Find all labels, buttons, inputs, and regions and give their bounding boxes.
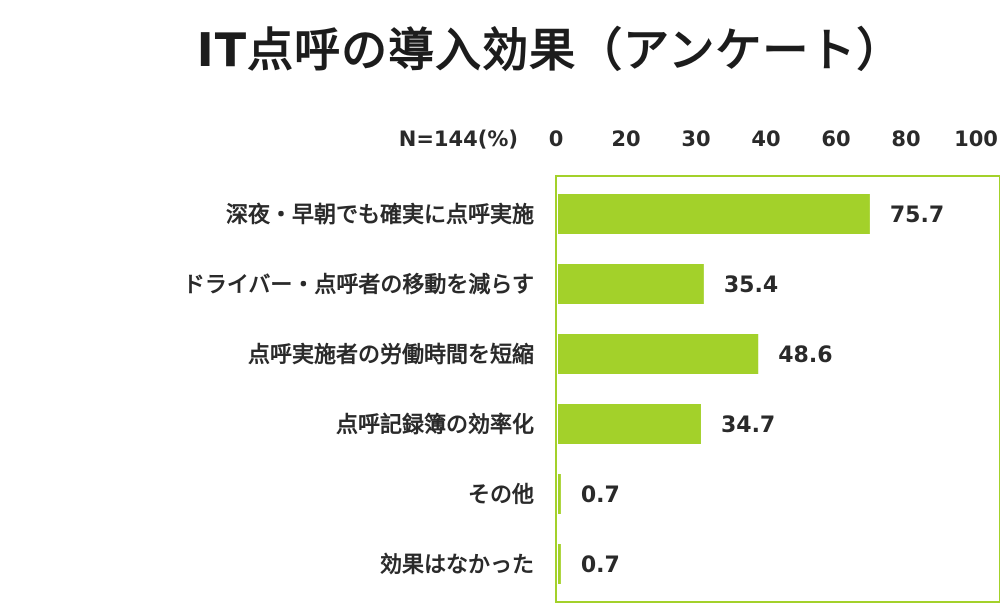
category-label: 点呼実施者の労働時間を短縮 [248, 342, 534, 368]
sample-size-label: N=144(%) [399, 127, 518, 151]
bars-group: 深夜・早朝でも確実に点呼実施 75.7 ドライバー・点呼者の移動を減らす 35.4 点呼… [183, 194, 944, 584]
bar [558, 544, 561, 584]
category-label: 点呼記録簿の効率化 [336, 412, 534, 438]
bar [558, 404, 701, 444]
category-label: その他 [468, 483, 534, 508]
value-label: 35.4 [724, 273, 778, 298]
bar [558, 474, 561, 514]
value-label: 0.7 [581, 553, 620, 578]
x-tick-label: 30 [681, 127, 710, 151]
x-tick-label: 100 [954, 127, 998, 151]
x-tick-label: 20 [611, 127, 640, 151]
x-tick-label: 80 [891, 127, 920, 151]
category-label: ドライバー・点呼者の移動を減らす [183, 272, 534, 298]
x-tick-label: 40 [751, 127, 780, 151]
chart-title: IT点呼の導入効果（アンケート） [196, 23, 904, 77]
plot-frame [555, 175, 1000, 603]
x-tick-label: 0 [549, 127, 564, 151]
value-label: 75.7 [890, 203, 944, 228]
bar [558, 194, 870, 234]
value-label: 34.7 [721, 413, 775, 438]
x-axis-ticks: 0 20 30 40 60 80 100 [549, 127, 998, 151]
value-label: 0.7 [581, 483, 620, 508]
value-label: 48.6 [778, 343, 832, 368]
category-label: 効果はなかった [380, 552, 534, 578]
bar [558, 334, 759, 374]
x-tick-label: 60 [821, 127, 850, 151]
category-label: 深夜・早朝でも確実に点呼実施 [226, 202, 534, 228]
bar [558, 264, 704, 304]
